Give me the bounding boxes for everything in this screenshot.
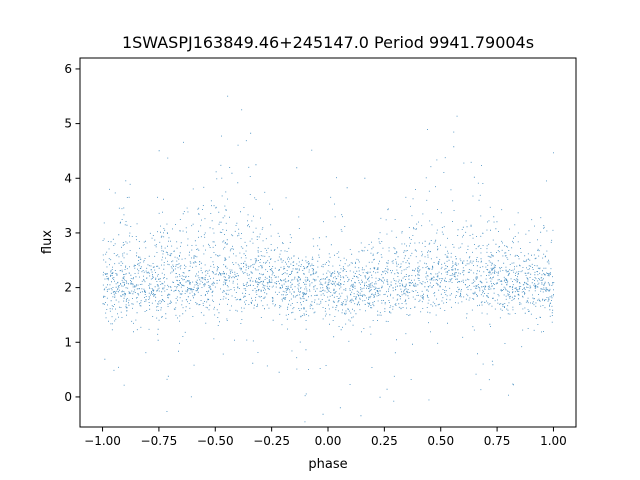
axes-frame [79, 57, 577, 428]
y-tick-label: 6 [64, 62, 72, 76]
x-tick-label: −0.25 [253, 434, 290, 448]
y-tick-label: 4 [64, 171, 72, 185]
x-axis-ticks: −1.00 −0.75 −0.50 −0.25 0.00 0.25 0.50 0.75 1.00 [84, 427, 567, 448]
x-axis-label: phase [308, 457, 347, 472]
y-axis-ticks: 0 1 2 3 4 5 6 [64, 62, 80, 404]
x-tick-label: 0.75 [484, 434, 511, 448]
y-tick-label: 1 [64, 335, 72, 349]
y-tick-label: 3 [64, 226, 72, 240]
x-tick-label: 0.25 [371, 434, 398, 448]
y-axis-label: flux [40, 230, 55, 254]
x-tick-label: 1.00 [540, 434, 567, 448]
x-tick-label: −0.50 [197, 434, 234, 448]
chart-title: 1SWASPJ163849.46+245147.0 Period 9941.79… [122, 33, 534, 52]
y-tick-label: 5 [64, 117, 72, 131]
x-tick-label: −1.00 [84, 434, 121, 448]
y-tick-label: 2 [64, 281, 72, 295]
x-tick-label: 0.50 [427, 434, 454, 448]
y-tick-label: 0 [64, 390, 72, 404]
x-tick-label: 0.00 [315, 434, 342, 448]
x-tick-label: −0.75 [141, 434, 178, 448]
